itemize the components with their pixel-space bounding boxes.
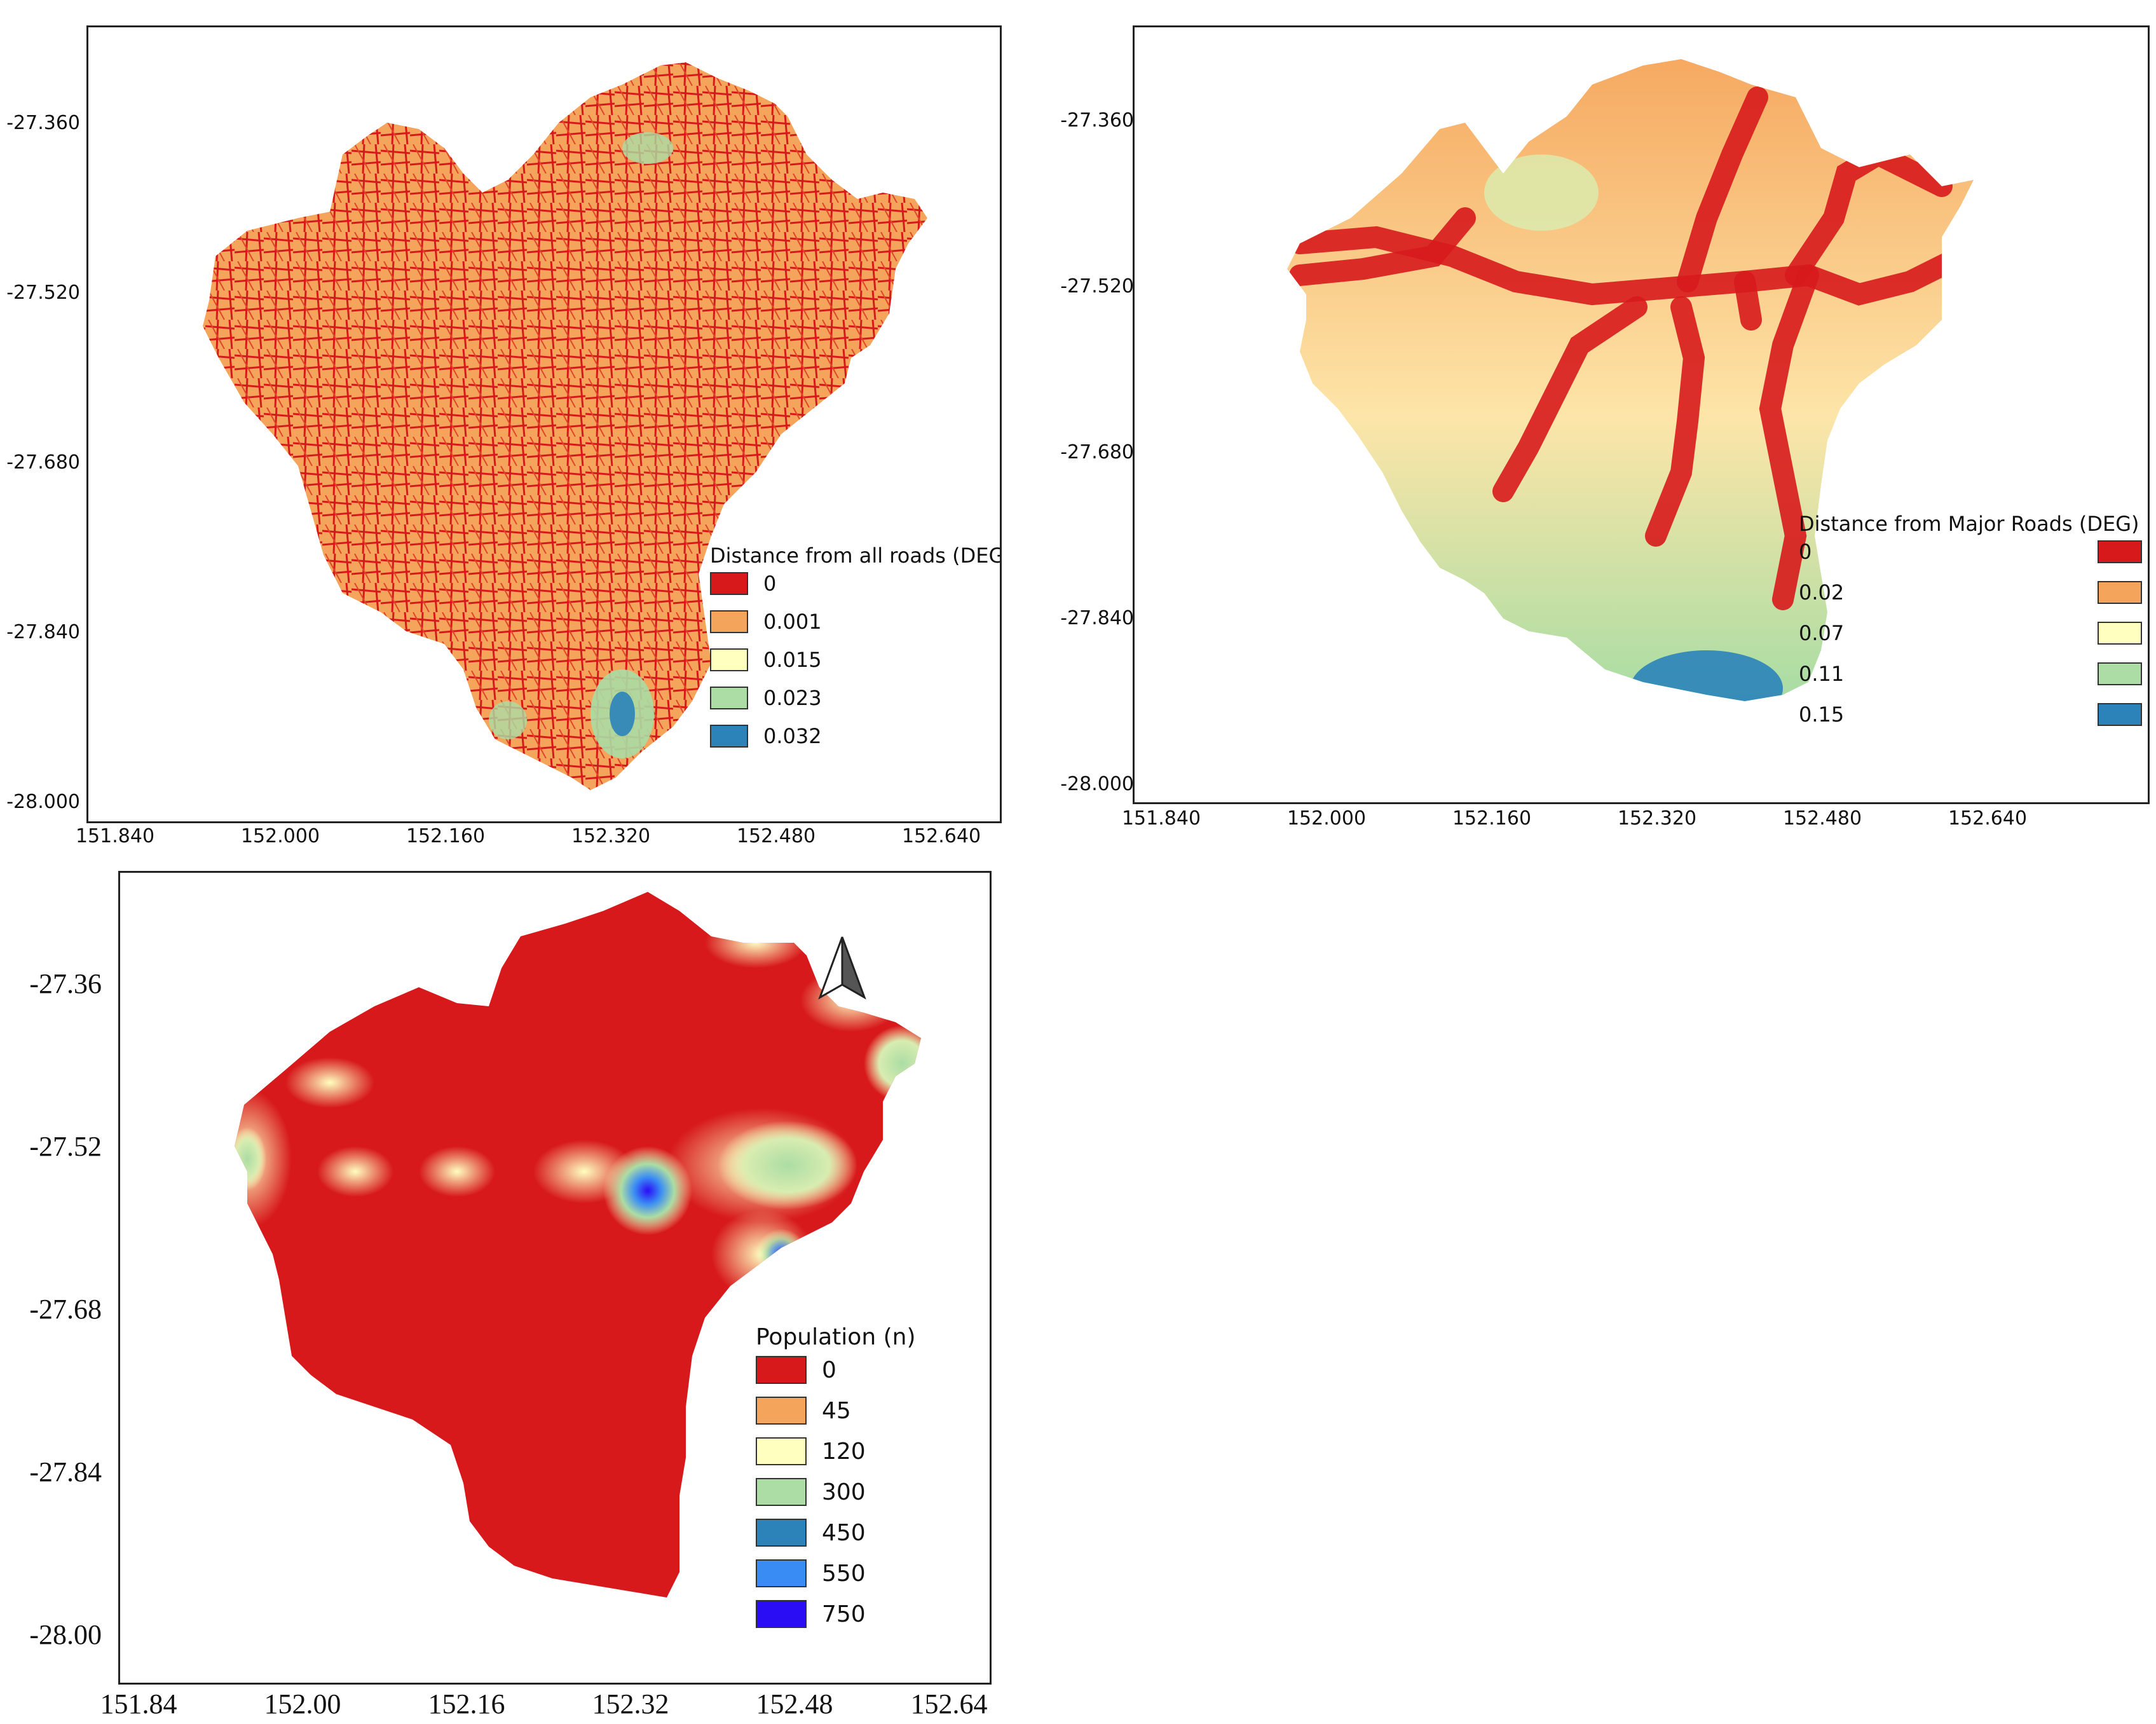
legend-label: 0.023 — [763, 686, 822, 710]
legend-label: 0.001 — [763, 610, 822, 634]
y-tick-label: -27.36 — [29, 968, 102, 999]
x-tick-label: 152.160 — [406, 825, 486, 847]
legend-item: 550 — [756, 1559, 866, 1587]
x-tick-label: 152.320 — [1617, 807, 1697, 830]
x-tick-label: 152.640 — [1948, 807, 2028, 830]
legend-label: 0.15 — [1799, 702, 1845, 727]
x-tick-label: 152.320 — [571, 825, 651, 847]
x-tick-label: 152.480 — [1782, 807, 1862, 830]
legend-swatch — [710, 725, 748, 748]
legend-swatch — [756, 1600, 807, 1628]
legend-item: 0 — [756, 1356, 836, 1384]
y-tick-label: -27.680 — [6, 451, 80, 474]
legend-swatch — [756, 1559, 807, 1587]
legend-swatch — [710, 687, 748, 709]
y-tick-label: -27.840 — [1060, 607, 1134, 629]
x-tick-label: 152.00 — [264, 1688, 341, 1720]
map-panel-major-roads: Distance from Major Roads (DEG) 0 0.02 0… — [1060, 0, 2156, 845]
map-panel-population: Population (n) 0 45 120 300 450 — [0, 852, 1030, 1724]
legend-label: 0.02 — [1799, 580, 1845, 605]
legend-item: 0.07 — [1799, 621, 2142, 645]
legend-swatch — [756, 1437, 807, 1465]
legend-label: 45 — [822, 1397, 851, 1424]
y-tick-label: -28.00 — [29, 1619, 102, 1650]
legend-label: 0.07 — [1799, 621, 1845, 645]
x-tick-label: 151.840 — [75, 825, 155, 847]
x-tick-label: 152.32 — [592, 1688, 669, 1720]
y-tick-label: -27.520 — [6, 282, 80, 304]
map-raster — [203, 62, 927, 790]
y-tick-label: -27.680 — [1060, 441, 1134, 463]
legend-swatch — [2098, 622, 2142, 645]
x-tick-label: 152.000 — [240, 825, 320, 847]
x-tick-label: 152.640 — [901, 825, 981, 847]
x-tick-label: 151.840 — [1121, 807, 1201, 830]
legend: Population (n) 0 45 120 300 450 — [756, 1324, 972, 1642]
legend: Distance from Major Roads (DEG) 0 0.02 0… — [1799, 512, 2142, 741]
legend-swatch — [710, 648, 748, 671]
legend-item: 0.15 — [1799, 702, 2142, 727]
legend-item: 300 — [756, 1478, 866, 1506]
legend-label: 450 — [822, 1519, 866, 1546]
map-panel-all-roads: Distance from all roads (DEG) 0 0.001 0.… — [0, 0, 1030, 847]
legend-swatch — [756, 1478, 807, 1506]
y-tick-label: -28.000 — [6, 791, 80, 813]
legend-title: Population (n) — [756, 1324, 916, 1350]
legend-item: 0.023 — [710, 686, 822, 710]
x-tick-label: 152.480 — [736, 825, 816, 847]
legend-item: 0.11 — [1799, 662, 2142, 686]
legend-label: 550 — [822, 1560, 866, 1587]
y-tick-label: -27.52 — [29, 1131, 102, 1162]
legend-label: 0.032 — [763, 724, 822, 748]
y-tick-label: -28.000 — [1060, 773, 1134, 795]
legend-item: 0 — [710, 571, 776, 596]
legend-item: 120 — [756, 1437, 866, 1465]
legend-item: 750 — [756, 1600, 866, 1628]
legend-swatch — [756, 1519, 807, 1547]
y-tick-label: -27.840 — [6, 621, 80, 643]
legend-item: 0.02 — [1799, 580, 2142, 605]
legend-title: Distance from Major Roads (DEG) — [1799, 512, 2139, 536]
x-tick-label: 152.48 — [756, 1688, 833, 1720]
y-tick-label: -27.360 — [1060, 109, 1134, 132]
legend-swatch — [2098, 581, 2142, 604]
legend-item: 0.001 — [710, 610, 822, 634]
legend-label: 120 — [822, 1438, 866, 1465]
legend-item: 0 — [1799, 540, 2142, 564]
y-tick-label: -27.360 — [6, 112, 80, 134]
legend-swatch — [2098, 703, 2142, 726]
map-frame: Distance from all roads (DEG) 0 0.001 0.… — [86, 25, 1002, 823]
legend-label: 0 — [1799, 540, 1812, 564]
map-frame: Population (n) 0 45 120 300 450 — [118, 871, 992, 1685]
legend-item: 45 — [756, 1397, 851, 1425]
legend-item: 0.032 — [710, 724, 822, 748]
x-tick-label: 151.84 — [100, 1688, 177, 1720]
legend-label: 300 — [822, 1479, 866, 1505]
map-frame: Distance from Major Roads (DEG) 0 0.02 0… — [1133, 25, 2150, 804]
map-raster — [1287, 59, 1974, 701]
x-tick-label: 152.160 — [1452, 807, 1532, 830]
legend-title: Distance from all roads (DEG) — [710, 544, 1002, 568]
legend-label: 0 — [763, 571, 777, 596]
y-tick-label: -27.520 — [1060, 275, 1134, 298]
legend-swatch — [710, 572, 748, 595]
legend-item: 450 — [756, 1519, 866, 1547]
x-tick-label: 152.000 — [1286, 807, 1367, 830]
map-raster — [235, 892, 921, 1597]
legend: Distance from all roads (DEG) 0 0.001 0.… — [710, 544, 1002, 798]
legend-swatch — [2098, 540, 2142, 563]
legend-swatch — [710, 610, 748, 633]
y-tick-label: -27.68 — [29, 1294, 102, 1325]
legend-label: 750 — [822, 1601, 866, 1627]
legend-swatch — [756, 1397, 807, 1425]
y-tick-label: -27.84 — [29, 1456, 102, 1488]
legend-swatch — [2098, 662, 2142, 685]
x-tick-label: 152.64 — [910, 1688, 988, 1720]
legend-label: 0.11 — [1799, 662, 1845, 686]
x-tick-label: 152.16 — [428, 1688, 505, 1720]
legend-swatch — [756, 1356, 807, 1384]
legend-label: 0 — [822, 1357, 836, 1383]
legend-item: 0.015 — [710, 648, 822, 672]
legend-label: 0.015 — [763, 648, 822, 672]
